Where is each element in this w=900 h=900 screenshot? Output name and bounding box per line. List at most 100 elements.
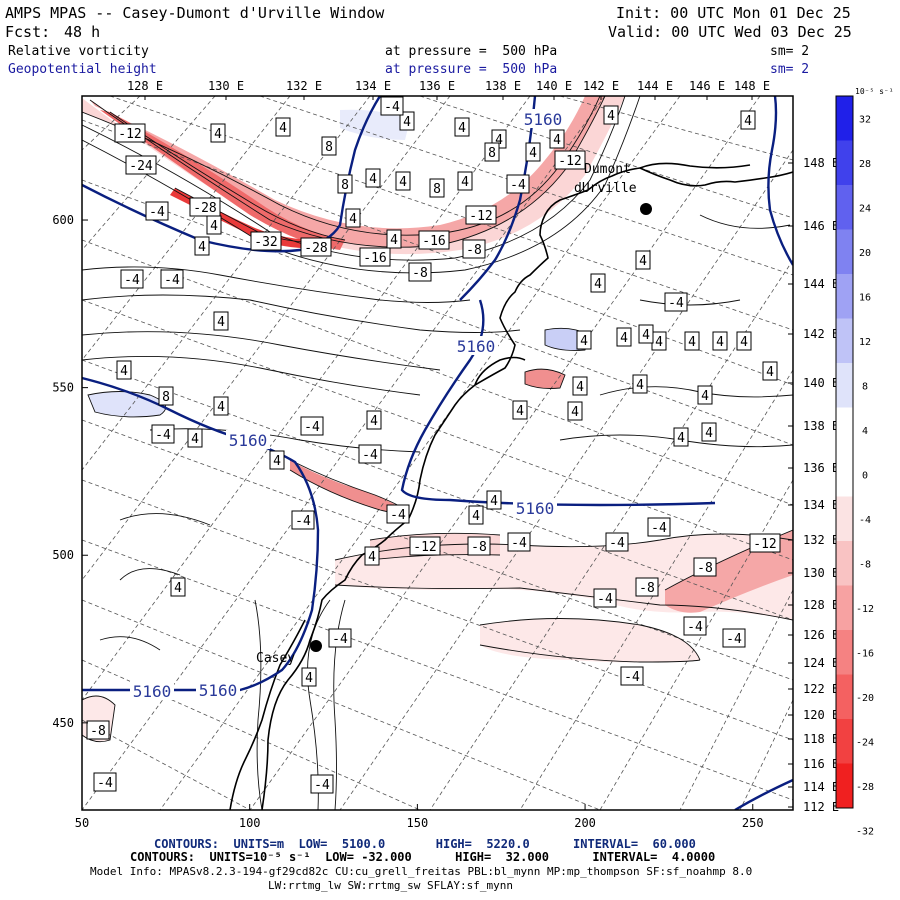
vorticity-label-text: 4 <box>639 254 647 269</box>
colorbar-label: -8 <box>859 559 871 570</box>
map-title: AMPS MPAS -- Casey-Dumont d'Urville Wind… <box>5 4 385 22</box>
colorbar-label: -20 <box>856 693 874 704</box>
vorticity-label-41: 4 <box>632 374 648 394</box>
vorticity-label-text: 4 <box>744 114 752 129</box>
vorticity-label-80: 4 <box>486 490 502 510</box>
vorticity-label-79: 4 <box>468 505 484 525</box>
vorticity-label-text: 4 <box>642 328 650 343</box>
height-label-bg <box>196 680 240 699</box>
colorbar-bin-7 <box>836 407 853 453</box>
right-longitude-label: 118 E <box>803 732 839 746</box>
vorticity-label-text: 4 <box>120 364 128 379</box>
right-longitude-label: 148 E <box>803 156 839 170</box>
x-tick-label: 100 <box>239 816 261 830</box>
right-longitude-label: 128 E <box>803 598 839 612</box>
vorticity-label-text: 4 <box>677 431 685 446</box>
height-contour-east <box>459 96 537 301</box>
vorticity-label-83: 4 <box>638 324 654 344</box>
vorticity-label-82: 4 <box>616 327 632 347</box>
vorticity-label-86: 4 <box>206 215 222 235</box>
vorticity-label-42: 4 <box>673 427 689 447</box>
graticule <box>82 96 793 810</box>
vorticity-label-6: -16 <box>418 230 450 250</box>
vorticity-label-53: 4 <box>170 577 186 597</box>
top-longitude-label: 130 E <box>208 79 244 93</box>
footer-height-contours: CONTOURS: UNITS=m LOW= 5100.0 HIGH= 5220… <box>154 837 696 851</box>
vorticity-label-box <box>301 667 317 687</box>
vorticity-label-box <box>603 105 619 125</box>
colorbar-bin-4 <box>836 274 853 319</box>
colorbar-bin-13 <box>836 674 853 720</box>
vorticity-label-81: 4 <box>572 376 588 396</box>
colorbar-label: -4 <box>859 515 871 526</box>
vorticity-label-box <box>300 416 324 436</box>
height-contour-label: 5160 <box>133 682 172 701</box>
vorticity-label-44: 4 <box>651 331 667 351</box>
vorticity-label-29: 4 <box>457 171 473 191</box>
x-tick-label: 150 <box>407 816 429 830</box>
vorticity-label-box <box>269 450 285 470</box>
vorticity-label-box <box>386 229 402 249</box>
vorticity-label-27: 4 <box>365 168 381 188</box>
vorticity-label-66: -4 <box>683 616 707 636</box>
y-tick-label: 550 <box>52 381 74 395</box>
vorticity-label-box <box>701 422 717 442</box>
top-longitude-label: 128 E <box>127 79 163 93</box>
vorticity-label-text: 4 <box>390 233 398 248</box>
vorticity-label-77: 4 <box>567 401 583 421</box>
top-longitude-label: 132 E <box>286 79 322 93</box>
vorticity-label-text: 4 <box>620 331 628 346</box>
right-longitude-label: 114 E <box>803 780 839 794</box>
right-longitude-label: 120 E <box>803 708 839 722</box>
vorticity-label-box <box>250 231 282 251</box>
vorticity-label-box <box>673 427 689 447</box>
forecast-label: Fcst: <box>5 23 51 41</box>
vorticity-label-39: 4 <box>635 250 651 270</box>
vorticity-label-62: -8 <box>467 536 491 556</box>
coastline <box>229 162 793 810</box>
init-time: Init: 00 UTC Mon 01 Dec 25 <box>616 4 851 22</box>
vorticity-label-8: -8 <box>462 239 486 259</box>
vorticity-label-text: -4 <box>97 776 113 791</box>
vorticity-label-box <box>712 331 728 351</box>
x-tick-label: 50 <box>75 816 89 830</box>
vorticity-label-text: 4 <box>580 334 588 349</box>
top-longitude-label: 144 E <box>637 79 673 93</box>
vorticity-label-33: 4 <box>187 428 203 448</box>
vorticity-label-text: -4 <box>332 632 348 647</box>
vorticity-label-box <box>328 628 352 648</box>
vorticity-label-59: -4 <box>291 510 315 530</box>
colorbar-label: 0 <box>862 470 868 481</box>
vorticity-label-12: -4 <box>120 269 144 289</box>
vorticity-label-box <box>206 215 222 235</box>
vorticity-label-text: 4 <box>217 400 225 415</box>
vorticity-label-4: -28 <box>300 237 332 257</box>
vorticity-label-box <box>749 533 781 553</box>
vorticity-label-text: -4 <box>362 448 378 463</box>
vorticity-label-48: 4 <box>762 361 778 381</box>
axes: 50 100 150 200 250 450 500 550 600 128 E 130 E 132 … <box>52 79 839 830</box>
vorticity-label-7: -12 <box>465 205 497 225</box>
right-longitude-label: 144 E <box>803 277 839 291</box>
vorticity-label-box <box>722 628 746 648</box>
dumont-durville-label-line2: dUrville <box>574 181 637 196</box>
top-longitude-label: 146 E <box>689 79 725 93</box>
vorticity-label-text: 4 <box>174 581 182 596</box>
vorticity-label-21: 4 <box>549 129 565 149</box>
vorticity-label-text: -4 <box>726 632 742 647</box>
vorticity-label-text: 4 <box>399 175 407 190</box>
vorticity-label-box <box>590 273 606 293</box>
vorticity-label-18: 4 <box>454 117 470 137</box>
x-tick-label: 250 <box>742 816 764 830</box>
top-longitude-label: 134 E <box>355 79 391 93</box>
vorticity-label-text: 4 <box>740 335 748 350</box>
height-contour-label: 5160 <box>199 681 238 700</box>
vorticity-label-13: -4 <box>160 269 184 289</box>
vorticity-label-text: -4 <box>510 178 526 193</box>
vorticity-label-box <box>506 174 530 194</box>
height-contour-label: 5160 <box>229 431 268 450</box>
colorbar-label: 12 <box>859 337 871 348</box>
vorticity-label-box <box>507 532 531 552</box>
vorticity-band-southeast-2 <box>480 618 700 663</box>
vorticity-label-box <box>125 155 157 175</box>
